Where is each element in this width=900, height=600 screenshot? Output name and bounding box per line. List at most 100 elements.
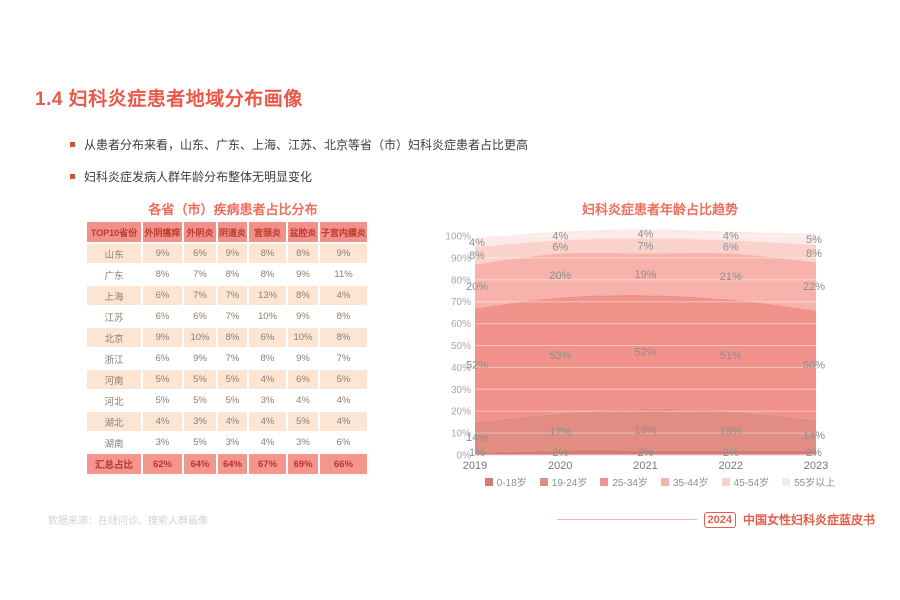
data-label: 17% (549, 427, 571, 439)
y-tick-label: 80% (451, 275, 471, 286)
data-label: 18% (720, 425, 742, 437)
value-cell: 4% (288, 391, 319, 410)
value-cell: 5% (184, 433, 216, 452)
value-cell: 6% (143, 349, 182, 368)
data-label: 4% (723, 231, 739, 243)
bullet-square-icon (70, 142, 75, 147)
bullet-text: 从患者分布来看，山东、广东、上海、江苏、北京等省（市）妇科炎症患者占比更高 (84, 138, 529, 152)
page-title: 1.4 妇科炎症患者地域分布画像 (35, 89, 303, 110)
legend-swatch-icon (721, 477, 730, 486)
value-cell: 9% (320, 244, 368, 263)
value-cell: 62% (143, 454, 182, 474)
y-tick-label: 20% (451, 407, 471, 418)
column-header: 宫颈炎 (249, 222, 287, 242)
value-cell: 5% (184, 391, 216, 410)
column-header: 外阴炎 (184, 222, 216, 242)
data-label: 8% (806, 248, 822, 260)
value-cell: 10% (288, 328, 319, 347)
data-label: 1% (469, 447, 485, 459)
legend-swatch-icon (484, 477, 493, 486)
data-label: 53% (549, 350, 571, 362)
legend-item: 55岁以上 (782, 474, 835, 489)
x-tick-label: 2019 (463, 460, 487, 472)
value-cell: 4% (249, 370, 287, 389)
province-cell: 江苏 (87, 307, 141, 326)
area-band-25-34岁 (475, 295, 816, 423)
y-tick-label: 100% (445, 232, 471, 243)
legend-item: 25-34岁 (600, 474, 648, 489)
province-disease-table: TOP10省份 外阴瘙痒 外阴炎 阴道炎 宫颈炎 盆腔炎 子宫内膜炎 山东 9% 6% 9% 8% 8… (85, 220, 369, 476)
footer-year-badge: 2024 (703, 511, 736, 528)
value-cell: 8% (320, 328, 368, 347)
value-cell: 4% (249, 433, 287, 452)
legend-swatch-icon (539, 477, 548, 486)
value-cell: 4% (320, 286, 368, 305)
data-label: 19% (634, 424, 656, 436)
value-cell: 4% (249, 412, 287, 431)
value-cell: 8% (288, 244, 319, 263)
province-cell: 湖北 (87, 412, 141, 431)
province-cell: 山东 (87, 244, 141, 263)
value-cell: 5% (288, 412, 319, 431)
value-cell: 8% (143, 265, 182, 284)
data-label: 7% (638, 240, 654, 252)
table-header: TOP10省份 外阴瘙痒 外阴炎 阴道炎 宫颈炎 盆腔炎 子宫内膜炎 (87, 222, 368, 242)
value-cell: 6% (249, 328, 287, 347)
value-cell: 6% (320, 433, 368, 452)
value-cell: 4% (218, 412, 248, 431)
area-band-55岁以上 (475, 229, 816, 247)
value-cell: 67% (249, 454, 287, 474)
value-cell: 6% (143, 307, 182, 326)
age-trend-chart: 0% 10% 20% 30% 40% 50% 60% 70% 80% 90% 100% 2019 202… (445, 228, 828, 472)
value-cell: 3% (143, 433, 182, 452)
value-cell: 9% (184, 349, 216, 368)
data-label: 2% (638, 447, 654, 459)
legend-label: 19-24岁 (551, 478, 588, 489)
y-tick-label: 60% (451, 319, 471, 330)
value-cell: 7% (218, 349, 248, 368)
province-cell: 河北 (87, 391, 141, 410)
value-cell: 9% (288, 265, 319, 284)
data-label: 4% (638, 228, 654, 240)
value-cell: 9% (218, 244, 248, 263)
value-cell: 3% (218, 433, 248, 452)
legend-item: 35-44岁 (660, 474, 709, 489)
chart-legend: 0-18岁 19-24岁 25-34岁 35-44岁 45-54岁 55岁以上 (440, 474, 880, 489)
value-cell: 64% (184, 454, 216, 474)
legend-label: 35-44岁 (672, 478, 709, 489)
value-cell: 9% (143, 328, 182, 347)
value-cell: 4% (143, 412, 182, 431)
column-header: 子宫内膜炎 (320, 222, 368, 242)
table-row: 上海 6% 7% 7% 13% 8% 4% (87, 286, 368, 305)
value-cell: 66% (320, 454, 368, 474)
data-label: 50% (803, 360, 825, 372)
footer-divider (556, 519, 697, 520)
value-cell: 8% (288, 286, 319, 305)
y-tick-label: 50% (451, 341, 471, 352)
value-cell: 8% (320, 307, 368, 326)
column-header: 阴道炎 (218, 222, 248, 242)
y-tick-label: 0% (457, 451, 472, 462)
data-label: 21% (720, 271, 742, 283)
data-label: 22% (803, 281, 825, 293)
value-cell: 13% (249, 286, 287, 305)
province-cell: 北京 (87, 328, 141, 347)
data-label: 6% (723, 241, 739, 253)
value-cell: 7% (184, 286, 216, 305)
table-row: 北京 9% 10% 8% 6% 10% 8% (87, 328, 368, 347)
area-band-35-44岁 (475, 252, 816, 311)
value-cell: 6% (184, 244, 216, 263)
province-cell: 河南 (87, 370, 141, 389)
value-cell: 5% (184, 370, 216, 389)
legend-label: 0-18岁 (496, 478, 527, 489)
value-cell: 64% (218, 454, 248, 474)
data-label: 4% (552, 231, 568, 243)
y-tick-label: 90% (451, 253, 471, 264)
table-row: 山东 9% 6% 9% 8% 8% 9% (87, 244, 368, 263)
value-cell: 9% (288, 307, 319, 326)
province-cell: 上海 (87, 286, 141, 305)
data-label: 5% (806, 234, 822, 246)
value-cell: 9% (288, 349, 319, 368)
y-tick-label: 40% (451, 363, 471, 374)
